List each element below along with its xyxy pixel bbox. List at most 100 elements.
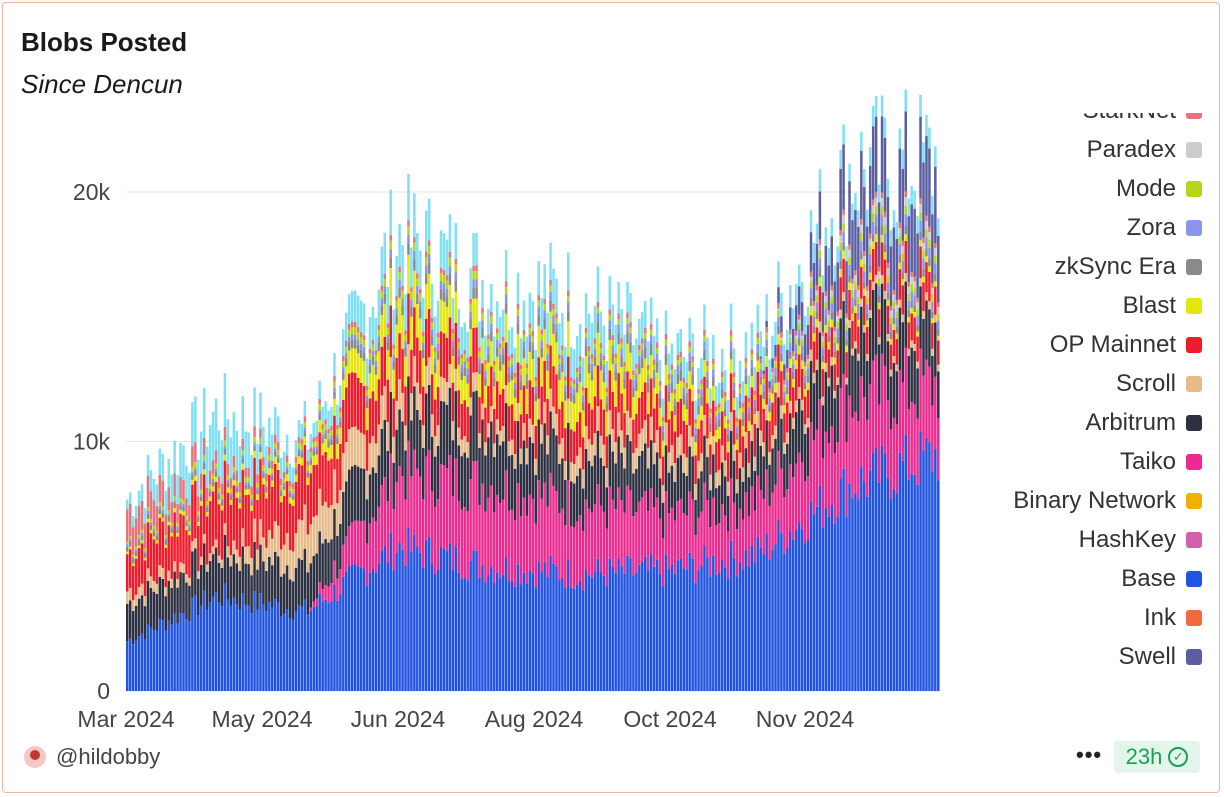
chart-bar-stack[interactable]: [824, 227, 828, 691]
chart-bar-stack[interactable]: [368, 317, 372, 691]
chart-bar-stack[interactable]: [288, 463, 292, 691]
chart-bar-stack[interactable]: [217, 430, 221, 691]
chart-bar-stack[interactable]: [158, 448, 162, 691]
chart-bar-stack[interactable]: [644, 300, 647, 691]
chart-bar-stack[interactable]: [211, 411, 215, 691]
chart-bar-stack[interactable]: [774, 321, 777, 691]
chart-bar-stack[interactable]: [605, 360, 609, 691]
chart-bar-stack[interactable]: [315, 420, 318, 691]
chart-bar-stack[interactable]: [720, 348, 724, 691]
chart-bar-stack[interactable]: [706, 337, 709, 691]
chart-bar-stack[interactable]: [549, 242, 552, 691]
chart-bar-stack[interactable]: [238, 446, 241, 691]
chart-bar-stack[interactable]: [617, 281, 620, 691]
chart-bar-stack[interactable]: [214, 398, 218, 691]
chart-bar-stack[interactable]: [898, 128, 902, 691]
chart-bar-stack[interactable]: [830, 218, 833, 691]
chart-bar-stack[interactable]: [667, 353, 671, 691]
chart-bar-stack[interactable]: [454, 222, 458, 691]
chart-bar-stack[interactable]: [750, 322, 754, 691]
chart-bar-stack[interactable]: [623, 334, 626, 691]
chart-bar-stack[interactable]: [436, 300, 440, 691]
chart-bar-stack[interactable]: [223, 373, 227, 691]
chart-bar-stack[interactable]: [658, 359, 662, 691]
chart-bar-stack[interactable]: [164, 490, 167, 691]
chart-bar-stack[interactable]: [407, 173, 410, 691]
chart-bar-stack[interactable]: [649, 297, 653, 691]
chart-bar-stack[interactable]: [821, 275, 825, 691]
chart-bar-stack[interactable]: [427, 198, 431, 691]
chart-bar-stack[interactable]: [185, 465, 188, 691]
chart-bar-stack[interactable]: [910, 185, 913, 691]
chart-bar-stack[interactable]: [593, 306, 597, 691]
chart-bar-stack[interactable]: [525, 336, 529, 691]
chart-bar-stack[interactable]: [451, 298, 455, 691]
chart-bar-stack[interactable]: [694, 400, 697, 691]
chart-bar-stack[interactable]: [513, 347, 517, 691]
chart-bar-stack[interactable]: [422, 297, 425, 691]
chart-bar-stack[interactable]: [336, 404, 339, 691]
chart-bar-stack[interactable]: [697, 368, 700, 691]
chart-bar-stack[interactable]: [537, 261, 540, 691]
chart-bar-stack[interactable]: [247, 432, 250, 691]
chart-bar-stack[interactable]: [303, 400, 307, 691]
chart-bar-stack[interactable]: [490, 283, 493, 691]
chart-bar-stack[interactable]: [777, 261, 780, 691]
chart-bar-stack[interactable]: [564, 346, 567, 691]
chart-bar-stack[interactable]: [442, 233, 446, 691]
chart-bar-stack[interactable]: [741, 381, 745, 691]
legend-item[interactable]: Swell: [942, 637, 1202, 676]
chart-bar-stack[interactable]: [620, 309, 623, 691]
chart-bar-stack[interactable]: [410, 247, 413, 691]
chart-bar-stack[interactable]: [575, 336, 579, 691]
chart-bar-stack[interactable]: [552, 268, 555, 691]
chart-bar-stack[interactable]: [498, 317, 502, 691]
chart-bar-stack[interactable]: [484, 335, 487, 691]
chart-bar-stack[interactable]: [919, 94, 922, 691]
chart-bar-stack[interactable]: [395, 255, 398, 691]
chart-bar-stack[interactable]: [510, 327, 514, 691]
chart-bar-stack[interactable]: [901, 149, 905, 691]
chart-bar-stack[interactable]: [629, 292, 632, 691]
legend-item[interactable]: zkSync Era: [942, 247, 1202, 286]
chart-bar-stack[interactable]: [913, 190, 916, 691]
chart-bar-stack[interactable]: [493, 336, 496, 691]
chart-bar-stack[interactable]: [504, 250, 508, 691]
chart-bar-stack[interactable]: [863, 169, 866, 691]
chart-bar-stack[interactable]: [685, 362, 688, 691]
chart-bar-stack[interactable]: [567, 252, 570, 691]
chart-bar-stack[interactable]: [703, 304, 706, 691]
chart-bar-stack[interactable]: [291, 467, 295, 691]
chart-bar-stack[interactable]: [401, 245, 404, 691]
legend-item[interactable]: Blast: [942, 286, 1202, 325]
chart-bar-stack[interactable]: [871, 105, 875, 691]
chart-bar-stack[interactable]: [753, 367, 757, 691]
chart-bar-stack[interactable]: [197, 459, 200, 691]
chart-bar-stack[interactable]: [570, 347, 573, 691]
chart-bar-stack[interactable]: [262, 426, 265, 691]
chart-bar-stack[interactable]: [572, 349, 576, 691]
chart-bar-stack[interactable]: [445, 239, 449, 691]
chart-bar-stack[interactable]: [330, 407, 333, 691]
chart-bar-stack[interactable]: [937, 218, 940, 691]
chart-bar-stack[interactable]: [353, 290, 357, 691]
chart-bar-stack[interactable]: [546, 312, 549, 691]
chart-bar-stack[interactable]: [244, 431, 247, 691]
chart-bar-stack[interactable]: [679, 329, 683, 691]
legend-item[interactable]: Arbitrum: [942, 403, 1202, 442]
chart-bar-stack[interactable]: [469, 268, 472, 691]
chart-bar-stack[interactable]: [350, 290, 354, 691]
chart-bar-stack[interactable]: [712, 334, 715, 691]
chart-bar-stack[interactable]: [907, 198, 910, 691]
chart-bar-stack[interactable]: [682, 356, 685, 691]
chart-bar-stack[interactable]: [339, 385, 342, 691]
chart-bar-stack[interactable]: [747, 375, 751, 691]
chart-bar-stack[interactable]: [635, 338, 638, 691]
chart-bar-stack[interactable]: [146, 454, 150, 691]
chart-bar-stack[interactable]: [309, 433, 313, 691]
chart-bar-stack[interactable]: [377, 289, 381, 691]
chart-bar-stack[interactable]: [540, 298, 543, 691]
chart-bar-stack[interactable]: [655, 318, 659, 691]
chart-bar-stack[interactable]: [718, 382, 721, 691]
chart-bar-stack[interactable]: [584, 293, 588, 691]
